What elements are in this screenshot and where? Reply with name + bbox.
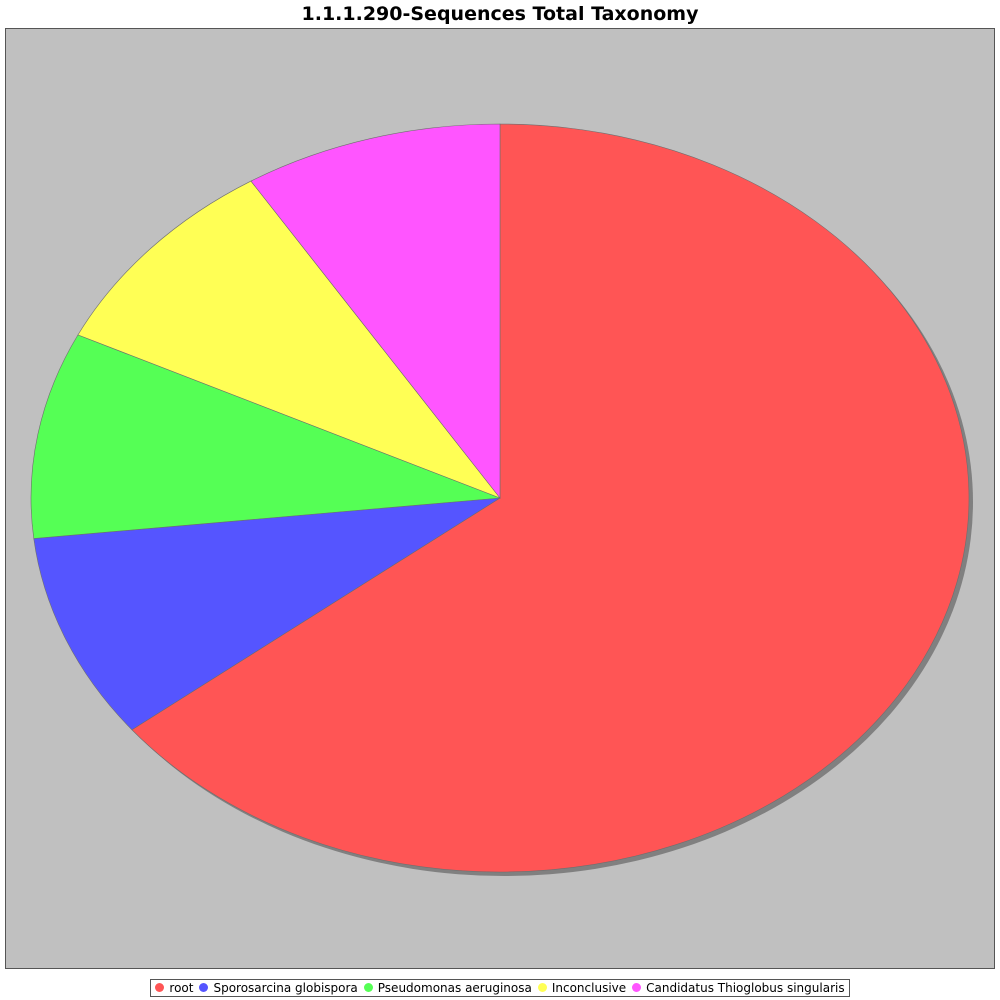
- legend-item-pseudomonas-aeruginosa[interactable]: Pseudomonas aeruginosa: [363, 980, 532, 995]
- legend-swatch: [155, 983, 165, 992]
- plot-area: [5, 28, 995, 969]
- legend-item-sporosarcina-globispora[interactable]: Sporosarcina globispora: [199, 980, 358, 995]
- legend-label: Pseudomonas aeruginosa: [377, 980, 532, 995]
- legend-swatch: [537, 983, 547, 992]
- legend-swatch: [363, 983, 373, 992]
- legend-label: Inconclusive: [551, 980, 627, 995]
- legend-label: Sporosarcina globispora: [213, 980, 358, 995]
- pie-chart: [30, 123, 973, 876]
- legend-item-inconclusive[interactable]: Inconclusive: [537, 980, 627, 995]
- legend-label: root: [169, 980, 194, 995]
- pie-slice-candidatus-thioglobus-singularis[interactable]: [250, 123, 501, 499]
- legend-swatch: [199, 983, 209, 992]
- legend-box: root Sporosarcina globispora Pseudomonas a…: [150, 978, 850, 997]
- pie-slice-pseudomonas-aeruginosa[interactable]: [30, 334, 501, 539]
- legend-item-candidatus-thioglobus-singularis[interactable]: Candidatus Thioglobus singularis: [632, 980, 845, 995]
- chart-title: 1.1.1.290-Sequences Total Taxonomy: [301, 3, 699, 25]
- pie-slice-sporosarcina-globispora[interactable]: [33, 497, 501, 731]
- legend-swatch: [632, 983, 642, 992]
- legend-item-root[interactable]: root: [155, 981, 193, 995]
- pie-slice-inconclusive[interactable]: [77, 180, 501, 499]
- legend: root Sporosarcina globispora Pseudomonas a…: [0, 977, 1000, 997]
- legend-label: Candidatus Thioglobus singularis: [646, 980, 845, 995]
- pie-slice-root[interactable]: [131, 123, 970, 873]
